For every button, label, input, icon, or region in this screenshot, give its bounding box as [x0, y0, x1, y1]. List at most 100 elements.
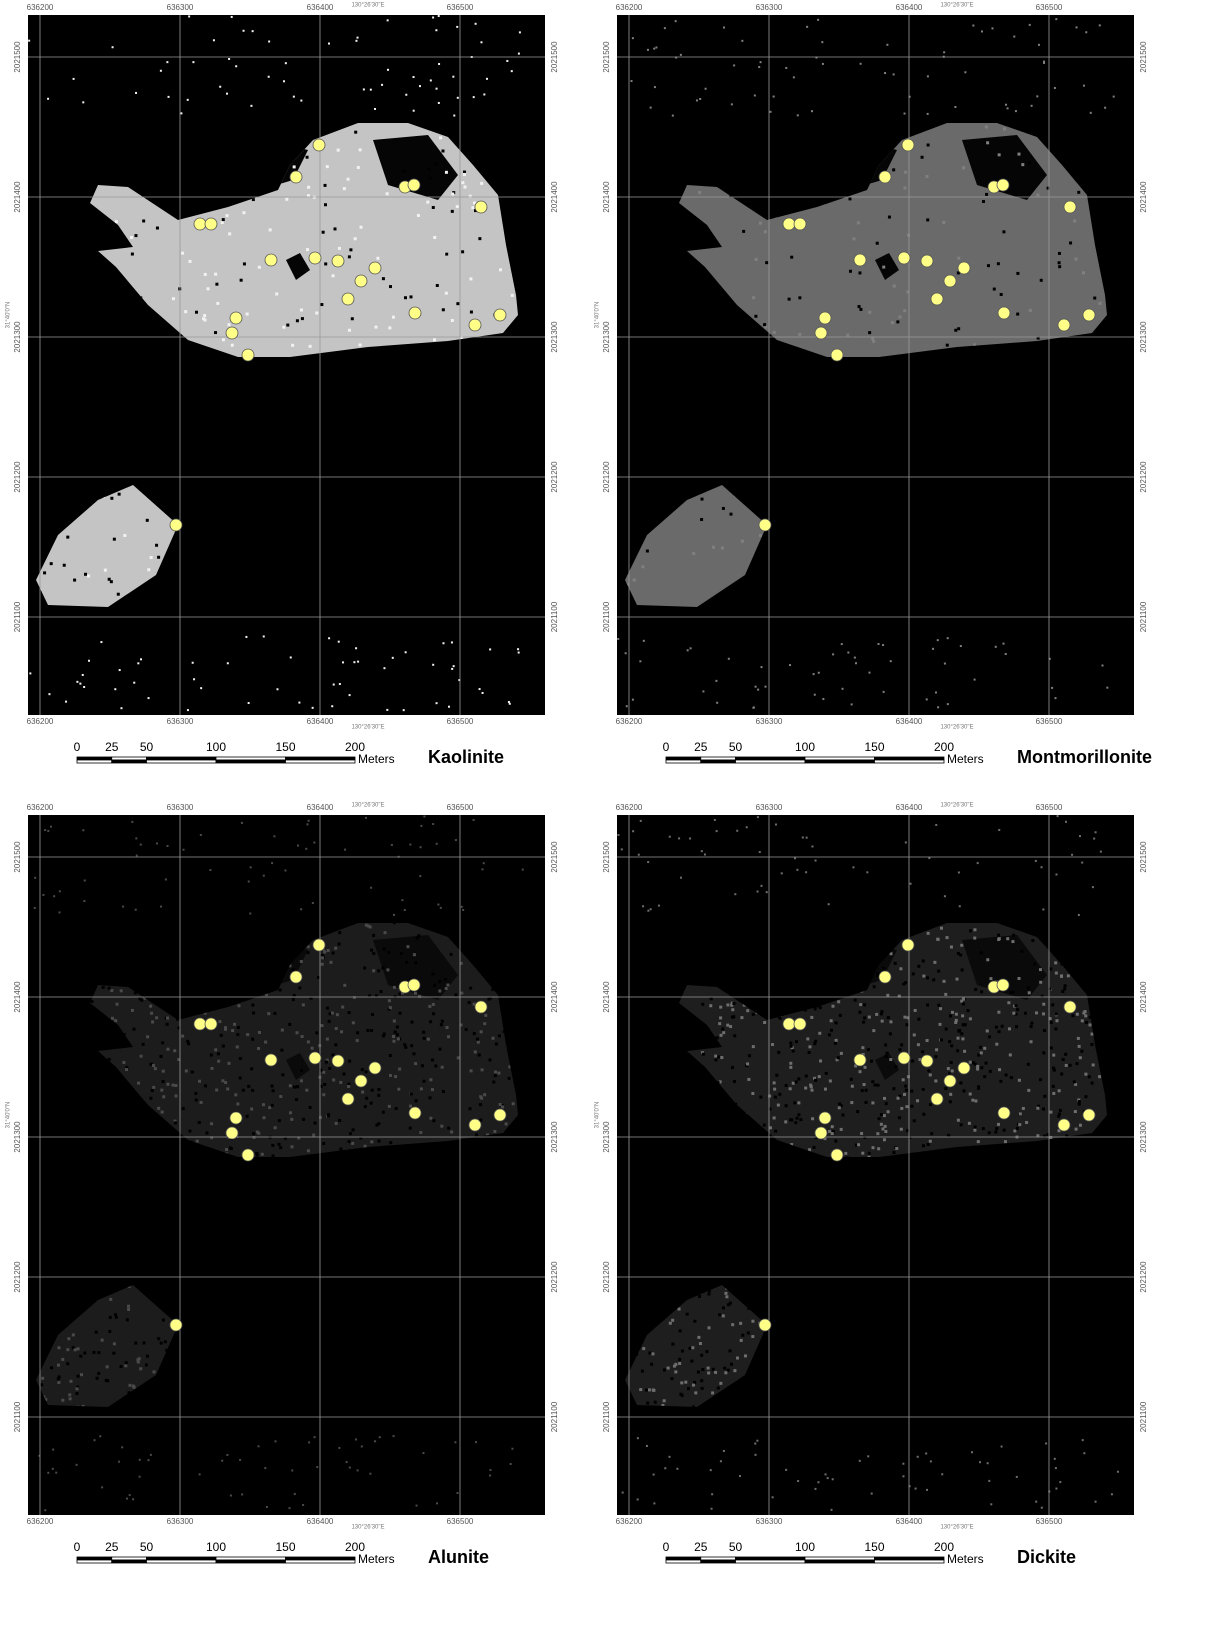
speckle: [438, 1048, 441, 1051]
speckle: [59, 911, 61, 913]
speckle: [245, 636, 247, 638]
speckle: [1077, 1037, 1080, 1040]
speckle: [1009, 1053, 1012, 1056]
scale-segment: [701, 1560, 736, 1563]
speckle: [935, 1048, 938, 1051]
speckle: [961, 1014, 964, 1017]
speckle: [518, 652, 520, 654]
speckle: [357, 37, 359, 39]
speckle: [279, 1095, 282, 1098]
speckle: [243, 30, 245, 32]
speckle: [859, 1070, 862, 1073]
sample-point: [226, 1127, 238, 1139]
speckle: [898, 315, 901, 318]
speckle: [453, 665, 455, 667]
speckle: [478, 1053, 481, 1056]
speckle: [697, 1336, 700, 1339]
speckle: [314, 1436, 316, 1438]
speckle: [769, 1126, 772, 1129]
speckle: [944, 663, 946, 665]
speckle: [420, 846, 422, 848]
speckle: [475, 1133, 478, 1136]
speckle: [291, 344, 294, 347]
speckle: [114, 1313, 117, 1316]
speckle: [913, 1119, 916, 1122]
speckle: [641, 565, 644, 568]
speckle: [1073, 1080, 1076, 1083]
speckle: [55, 1472, 57, 1474]
scale-segment: [805, 760, 875, 763]
speckle: [117, 593, 120, 596]
speckle: [1065, 821, 1067, 823]
speckle: [933, 961, 936, 964]
speckle: [454, 993, 457, 996]
speckle: [203, 314, 206, 317]
speckle: [693, 1381, 696, 1384]
easting-label: 636500: [447, 803, 474, 812]
speckle: [463, 186, 466, 189]
speckle: [338, 1119, 341, 1122]
speckle: [960, 1123, 963, 1126]
scale-segment: [736, 1560, 806, 1563]
speckle: [741, 1334, 744, 1337]
speckle: [394, 1031, 397, 1034]
speckle: [1008, 1027, 1011, 1030]
speckle: [230, 1495, 232, 1497]
speckle: [804, 1087, 807, 1090]
sample-point: [475, 1001, 487, 1013]
speckle: [1095, 831, 1097, 833]
scale-segment: [77, 760, 112, 763]
speckle: [1062, 1058, 1065, 1061]
speckle: [994, 1131, 997, 1134]
speckle: [136, 855, 138, 857]
speckle: [135, 909, 137, 911]
speckle: [858, 271, 861, 274]
speckle: [900, 1043, 903, 1046]
speckle: [1029, 309, 1032, 312]
speckle: [133, 682, 135, 684]
speckle: [912, 972, 915, 975]
speckle: [480, 182, 483, 185]
speckle: [810, 1016, 813, 1019]
speckle: [74, 1348, 77, 1351]
speckle: [435, 163, 438, 166]
speckle: [958, 1029, 961, 1032]
speckle: [99, 1435, 101, 1437]
speckle: [905, 841, 907, 843]
speckle: [52, 1449, 54, 1451]
speckle: [736, 1357, 739, 1360]
speckle: [386, 709, 388, 711]
scale-segment: [147, 760, 217, 763]
speckle: [336, 1013, 339, 1016]
speckle: [964, 71, 966, 73]
speckle: [733, 1080, 736, 1083]
speckle: [326, 1007, 329, 1010]
speckle: [405, 94, 407, 96]
speckle: [714, 1055, 717, 1058]
speckle: [315, 1031, 318, 1034]
speckle: [511, 294, 514, 297]
speckle: [189, 260, 192, 263]
speckle: [797, 1077, 800, 1080]
speckle: [106, 1365, 109, 1368]
speckle: [922, 959, 925, 962]
speckle: [461, 181, 464, 184]
speckle: [119, 669, 121, 671]
speckle: [432, 823, 434, 825]
speckle: [355, 647, 357, 649]
speckle: [285, 198, 288, 201]
scale-segment: [286, 1557, 356, 1560]
speckle: [731, 103, 733, 105]
speckle: [937, 706, 939, 708]
speckle: [380, 990, 383, 993]
speckle: [282, 326, 285, 329]
speckle: [478, 237, 481, 240]
easting-label: 636200: [27, 1517, 54, 1526]
speckle: [1030, 1040, 1033, 1043]
speckle: [308, 820, 310, 822]
northing-label: 2021500: [1139, 841, 1148, 873]
speckle: [431, 972, 434, 975]
speckle: [1055, 972, 1058, 975]
speckle: [759, 851, 761, 853]
speckle: [225, 1148, 228, 1151]
